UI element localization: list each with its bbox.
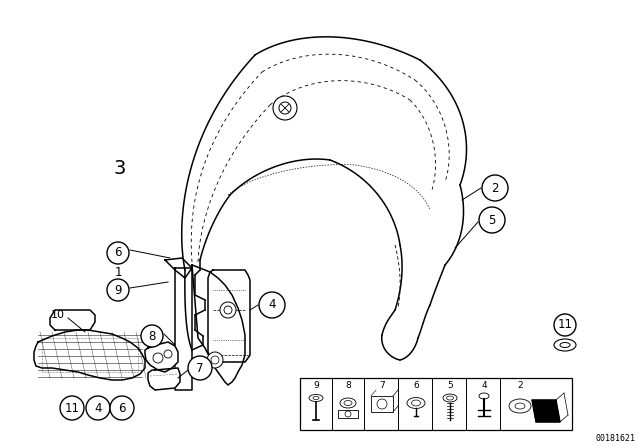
Circle shape [141,325,163,347]
Circle shape [482,175,508,201]
Bar [300,378,572,430]
Text: 2: 2 [517,382,523,391]
Text: 6: 6 [413,382,419,391]
Text: 3: 3 [114,159,126,177]
Text: 10: 10 [51,310,65,320]
Circle shape [110,396,134,420]
Ellipse shape [554,339,576,351]
Text: 4: 4 [481,382,487,391]
Ellipse shape [407,397,425,409]
Text: 7: 7 [196,362,204,375]
Text: 4: 4 [94,401,102,414]
Circle shape [153,353,163,363]
Polygon shape [148,368,180,390]
Text: 8: 8 [345,382,351,391]
Bar [338,410,358,418]
Circle shape [554,314,576,336]
Circle shape [188,356,212,380]
Text: 6: 6 [118,401,125,414]
Text: 6: 6 [115,246,122,259]
Text: 00181621: 00181621 [595,434,635,443]
Ellipse shape [479,393,489,399]
Polygon shape [145,342,178,372]
Circle shape [273,96,297,120]
Ellipse shape [443,394,457,402]
Circle shape [479,207,505,233]
Polygon shape [532,400,560,422]
Bar [371,396,393,412]
Text: 9: 9 [115,284,122,297]
Ellipse shape [309,395,323,401]
Text: 4: 4 [268,298,276,311]
Text: 5: 5 [447,382,453,391]
Circle shape [207,352,223,368]
Circle shape [164,350,172,358]
Ellipse shape [509,399,531,413]
Text: 9: 9 [313,382,319,391]
Text: 7: 7 [379,382,385,391]
Text: 2: 2 [492,181,499,194]
Circle shape [259,292,285,318]
Text: 11: 11 [557,319,573,332]
Circle shape [220,302,236,318]
Circle shape [107,242,129,264]
Circle shape [86,396,110,420]
Polygon shape [34,330,145,380]
Polygon shape [50,310,95,330]
Text: 8: 8 [148,329,156,343]
Text: 11: 11 [65,401,79,414]
Circle shape [60,396,84,420]
Ellipse shape [340,398,356,408]
Circle shape [107,279,129,301]
Text: 1: 1 [115,266,122,279]
Text: 5: 5 [488,214,496,227]
